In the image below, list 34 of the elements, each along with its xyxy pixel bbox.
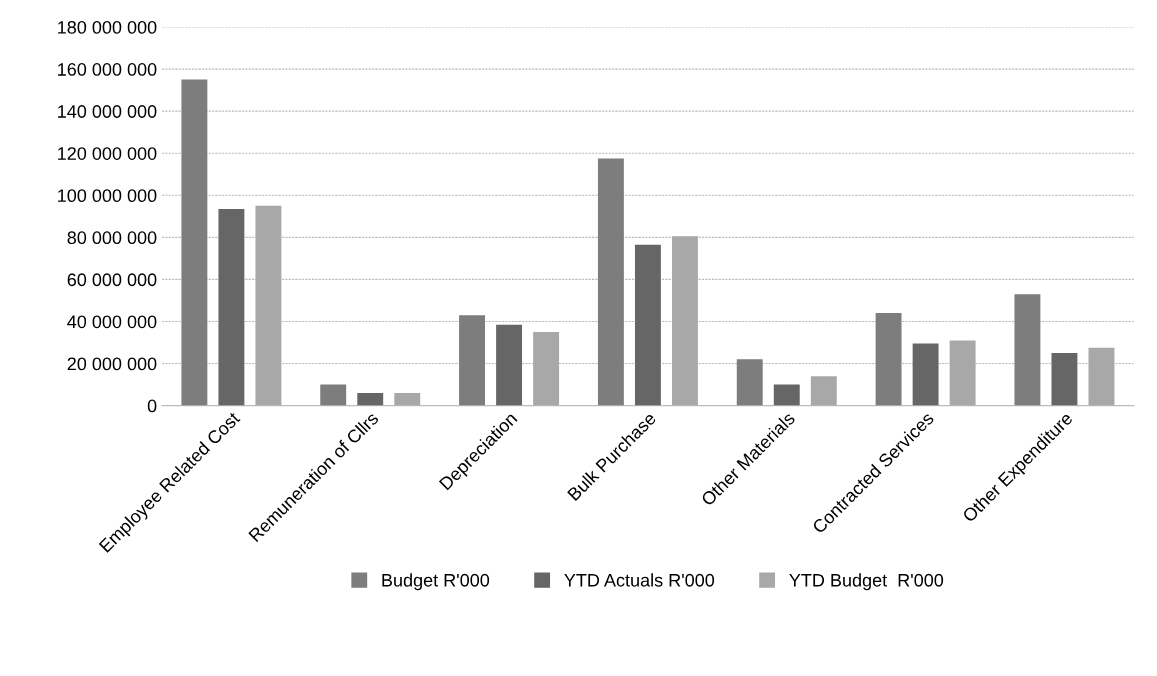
y-tick-label: 120 000 000 [58,147,157,160]
legend-label: YTD Budget R'000 [789,573,944,591]
bar [496,324,523,406]
y-tick-label: 0 [147,399,157,413]
bar [634,244,661,406]
bar [394,392,421,406]
bar [1014,294,1041,406]
bar [320,384,347,406]
y-tick-label: 100 000 000 [58,189,157,203]
bar [875,313,902,406]
y-tick-label: 160 000 000 [58,63,157,76]
y-tick-label: 40 000 000 [67,315,157,329]
bar [533,331,560,406]
y-tick-label: 20 000 000 [67,357,157,371]
legend-label: YTD Actuals R'000 [564,573,715,587]
bar [597,158,624,406]
y-tick-label: 140 000 000 [58,105,157,118]
y-tick-label: 60 000 000 [67,273,157,287]
y-tick-label: 180 000 000 [58,20,157,34]
bar [181,79,208,406]
bar [671,236,698,406]
bar [459,315,486,406]
bar [912,343,939,406]
bar [218,208,245,406]
bar [1051,353,1078,406]
bar [736,359,763,406]
bar [773,384,800,406]
y-tick-label: 80 000 000 [67,231,157,245]
legend-label: Budget R'000 [382,573,490,591]
bar [1088,347,1115,406]
bar [255,205,282,406]
bar [357,392,384,406]
bar [810,376,837,406]
bar [949,340,976,406]
